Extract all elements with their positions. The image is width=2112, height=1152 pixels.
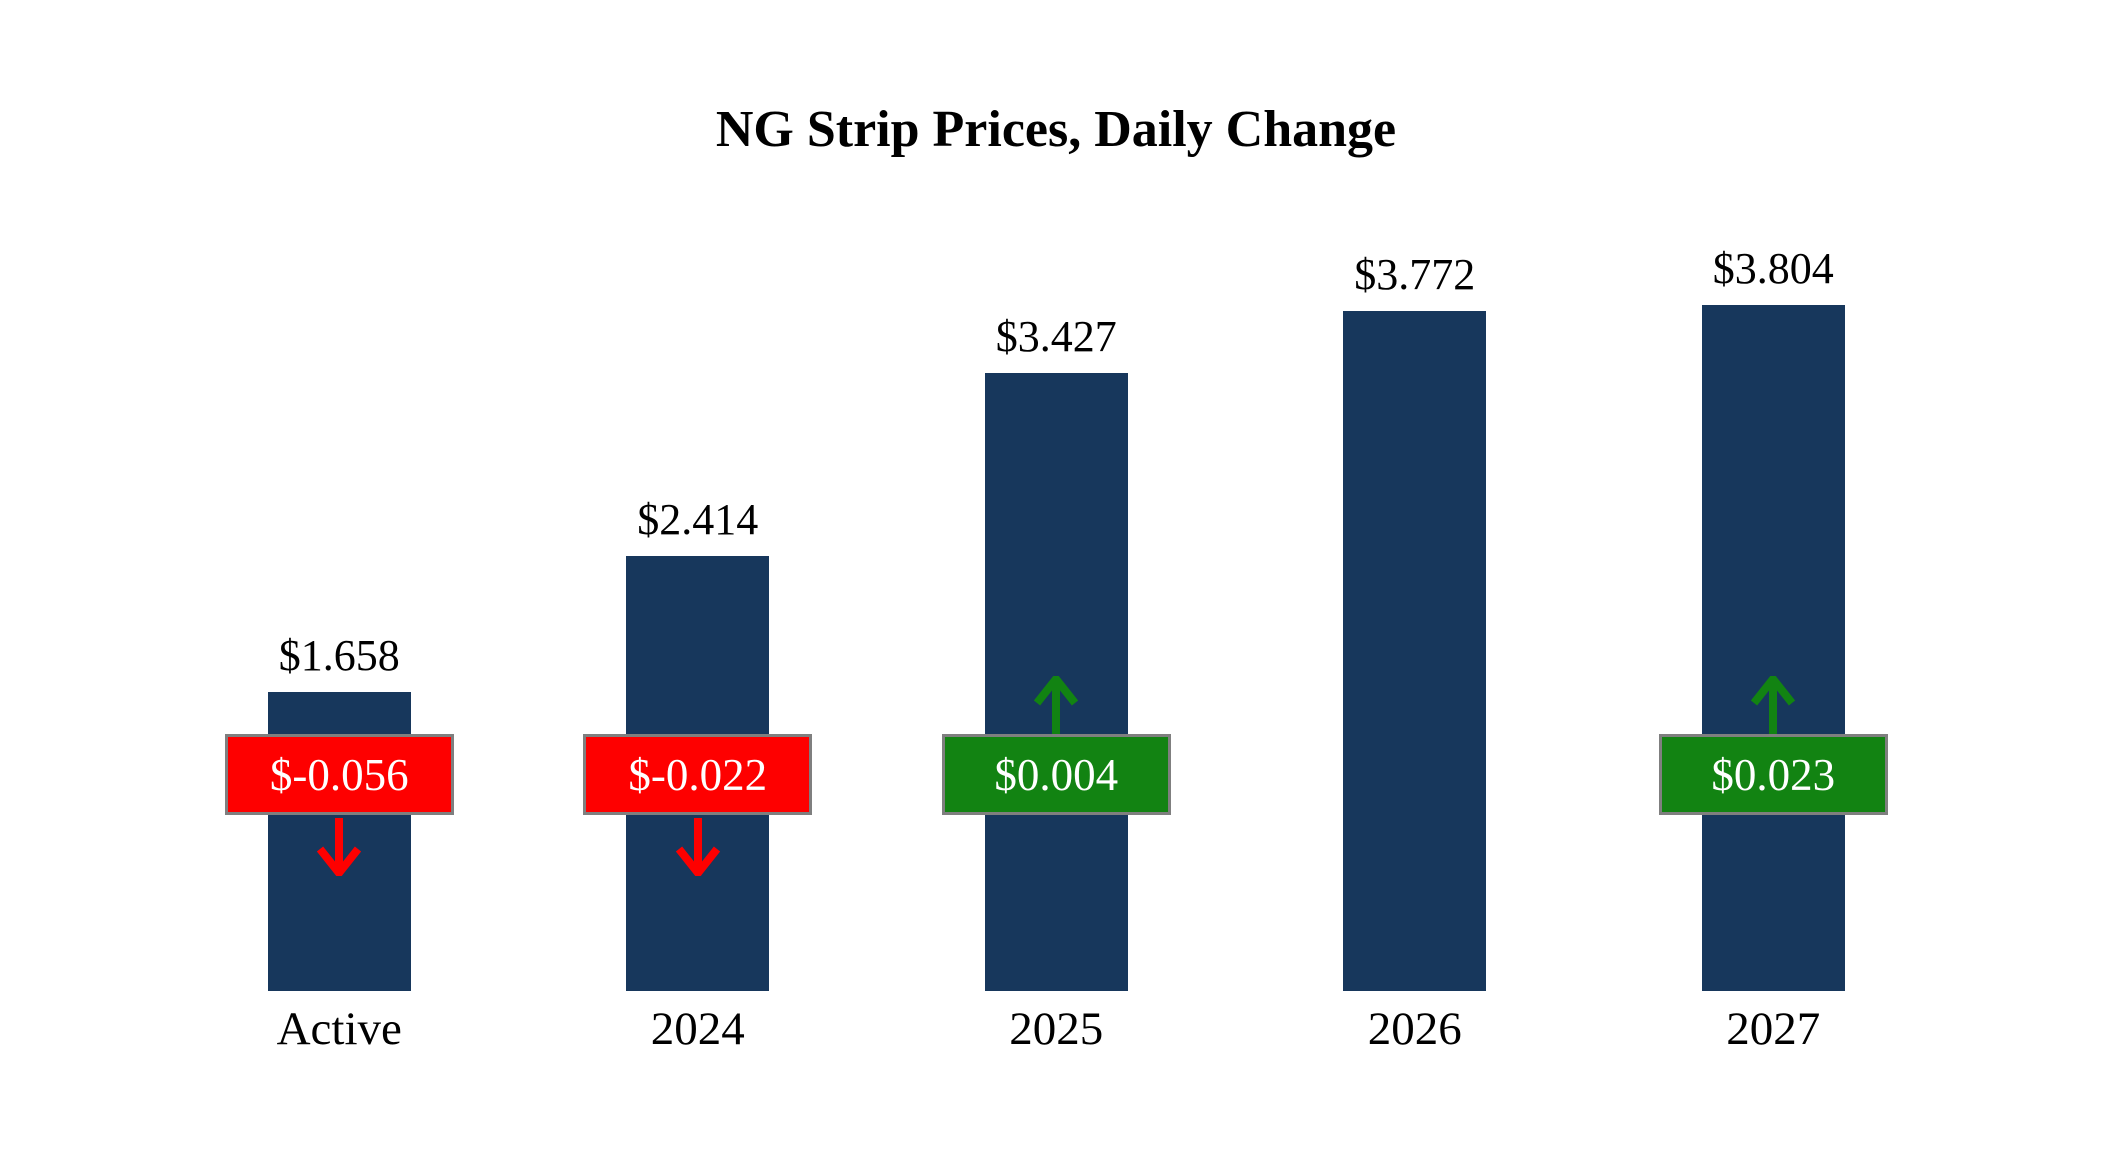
value-label: $1.658 (278, 631, 400, 680)
category-label: 2026 (1367, 1003, 1462, 1055)
value-label: $2.414 (637, 495, 759, 544)
change-badge: $-0.056 (224, 734, 454, 815)
bar-column: $3.804 2027 $0.023 (1594, 0, 1953, 1152)
category-label: Active (276, 1003, 402, 1055)
category-label: 2024 (650, 1003, 745, 1055)
down-arrow-icon (668, 818, 728, 881)
bar (1343, 311, 1487, 991)
category-label: 2025 (1009, 1003, 1104, 1055)
bar (1701, 305, 1845, 991)
category-label: 2027 (1726, 1003, 1821, 1055)
up-arrow-icon (1026, 672, 1086, 739)
up-arrow-icon (1743, 672, 1803, 739)
bar-column: $3.427 2025 $0.004 (877, 0, 1236, 1152)
value-label: $3.772 (1354, 250, 1476, 299)
bar-column: $2.414 2024 $-0.022 (519, 0, 878, 1152)
value-label: $3.427 (995, 312, 1117, 361)
chart-title: NG Strip Prices, Daily Change (715, 101, 1397, 158)
down-arrow-icon (309, 818, 369, 881)
value-label: $3.804 (1712, 244, 1834, 293)
change-badge: $-0.022 (583, 734, 813, 815)
bar-column: $3.772 2026 (1236, 0, 1595, 1152)
bar-column: $1.658 Active $-0.056 (160, 0, 519, 1152)
change-badge: $0.023 (1658, 734, 1888, 815)
change-badge: $0.004 (941, 734, 1171, 815)
